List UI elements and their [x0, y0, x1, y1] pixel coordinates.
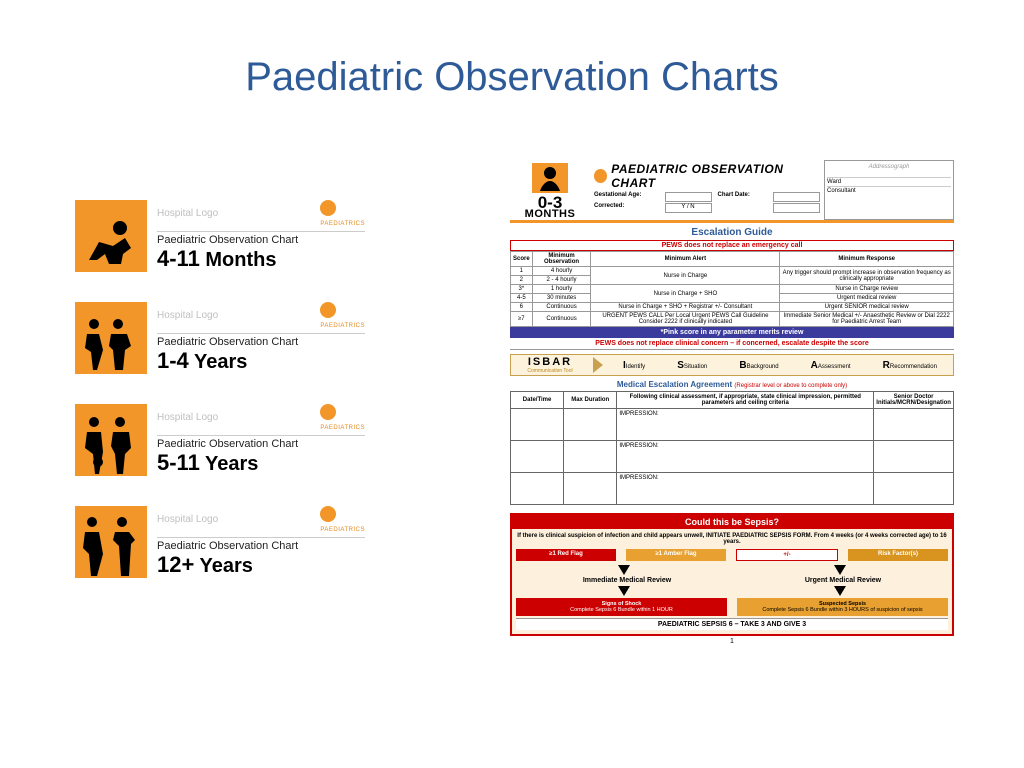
pews-warning: PEWS does not replace an emergency call [510, 240, 954, 251]
hospital-logo-label: Hospital Logo [157, 310, 218, 321]
chart-subtitle: Paediatric Observation Chart [157, 231, 365, 246]
teens-icon [75, 506, 147, 578]
escalation-table: ScoreMinimum ObservationMinimum AlertMin… [510, 251, 954, 327]
corrected-yn-input[interactable]: Y / N [665, 203, 712, 213]
age-range-text: 4-11 Months [157, 246, 365, 272]
paediatrics-label: PAEDIATRICS [320, 425, 365, 431]
chart-subtitle: Paediatric Observation Chart [157, 333, 365, 348]
isbar-assessment: AAssessment [811, 360, 851, 371]
hospital-logo-label: Hospital Logo [157, 208, 218, 219]
consultant-input[interactable] [773, 203, 820, 213]
isbar-recommendation: RRecommendation [883, 360, 937, 371]
sepsis-6-footer: PAEDIATRIC SEPSIS 6 – TAKE 3 AND GIVE 3 [516, 618, 948, 630]
children-icon [75, 404, 147, 476]
plus-minus-flag: +/- [736, 549, 838, 561]
arrow-down-icon [618, 565, 630, 575]
age-range-text: 5-11 Years [157, 450, 365, 476]
chart-subtitle: Paediatric Observation Chart [157, 435, 365, 450]
signs-of-shock-box: Signs of ShockComplete Sepsis 6 Bundle w… [516, 598, 727, 616]
addressograph-label: Addressograph [827, 163, 951, 171]
immediate-review-label: Immediate Medical Review [583, 577, 671, 584]
isbar-background: BBackground [739, 360, 778, 371]
sepsis-section: Could this be Sepsis? If there is clinic… [510, 513, 954, 636]
isbar-situation: SSituation [677, 360, 707, 371]
clinical-concern-warning: PEWS does not replace clinical concern –… [510, 338, 954, 350]
age-card-12-plus-years: Hospital Logo PAEDIATRICS Paediatric Obs… [75, 506, 365, 578]
age-range-text: 1-4 Years [157, 348, 365, 374]
corrected-label: Corrected: [594, 203, 659, 213]
patient-details-box: Addressograph Ward Consultant [824, 160, 954, 220]
age-card-1-4-years: Hospital Logo PAEDIATRICS Paediatric Obs… [75, 302, 365, 374]
pink-score-note: *Pink score in any parameter merits revi… [510, 327, 954, 338]
crawling-baby-icon [75, 200, 147, 272]
paediatrics-badge-icon [320, 200, 336, 216]
impression-cell[interactable]: IMPRESSION: [617, 473, 874, 505]
paediatrics-badge-icon [320, 302, 336, 318]
hospital-logo-label: Hospital Logo [157, 412, 218, 423]
agreement-title: Medical Escalation Agreement (Registrar … [510, 380, 954, 389]
chart-subtitle: Paediatric Observation Chart [157, 537, 365, 552]
isbar-bar: ISBARCommunication Tool IIdentify SSitua… [510, 354, 954, 376]
isbar-identify: IIdentify [623, 360, 645, 371]
chart-date-label: Chart Date: [718, 192, 767, 202]
amber-flag: ≥1 Amber Flag [626, 549, 726, 561]
arrow-right-icon [593, 357, 603, 373]
paediatrics-badge-icon [594, 169, 607, 183]
page-number: 1 [510, 638, 954, 645]
arrow-down-icon [618, 586, 630, 596]
isbar-sublabel: Communication Tool [511, 368, 589, 374]
sepsis-title: Could this be Sepsis? [512, 515, 952, 529]
page-title: Paediatric Observation Charts [0, 0, 1024, 100]
chart-date-input[interactable] [773, 192, 820, 202]
ward-field: Ward [827, 177, 951, 186]
age-range-text: 12+ Years [157, 552, 365, 578]
age-card-5-11-years: Hospital Logo PAEDIATRICS Paediatric Obs… [75, 404, 365, 476]
escalation-guide-title: Escalation Guide [510, 227, 954, 238]
infant-icon [532, 163, 568, 193]
suspected-sepsis-box: Suspected SepsisComplete Sepsis 6 Bundle… [737, 598, 948, 616]
observation-chart-preview: 0-3MONTHS PAEDIATRIC OBSERVATION CHART G… [510, 160, 954, 750]
consultant-field: Consultant [827, 186, 951, 195]
paediatrics-label: PAEDIATRICS [320, 323, 365, 329]
gestational-age-label: Gestational Age: [594, 192, 659, 202]
age-card-4-11-months: Hospital Logo PAEDIATRICS Paediatric Obs… [75, 200, 365, 272]
impression-cell[interactable]: IMPRESSION: [617, 409, 874, 441]
agreement-table: Date/TimeMax DurationFollowing clinical … [510, 391, 954, 505]
chart-header: 0-3MONTHS PAEDIATRIC OBSERVATION CHART G… [510, 160, 954, 223]
chart-age-range: 0-3MONTHS [525, 195, 576, 220]
paediatrics-badge-icon [320, 506, 336, 522]
paediatrics-badge-icon [320, 404, 336, 420]
paediatrics-label: PAEDIATRICS [320, 527, 365, 533]
isbar-label: ISBAR [511, 356, 589, 368]
urgent-review-label: Urgent Medical Review [805, 577, 881, 584]
impression-cell[interactable]: IMPRESSION: [617, 441, 874, 473]
arrow-down-icon [834, 586, 846, 596]
risk-factor-flag: Risk Factor(s) [848, 549, 948, 561]
chart-main-title: PAEDIATRIC OBSERVATION CHART [611, 162, 820, 190]
red-flag: ≥1 Red Flag [516, 549, 616, 561]
sepsis-intro: If there is clinical suspicion of infect… [516, 533, 948, 545]
age-cards-column: Hospital Logo PAEDIATRICS Paediatric Obs… [75, 200, 365, 608]
gestational-age-input[interactable] [665, 192, 712, 202]
toddlers-icon [75, 302, 147, 374]
hospital-logo-label: Hospital Logo [157, 514, 218, 525]
arrow-down-icon [834, 565, 846, 575]
paediatrics-label: PAEDIATRICS [320, 221, 365, 227]
